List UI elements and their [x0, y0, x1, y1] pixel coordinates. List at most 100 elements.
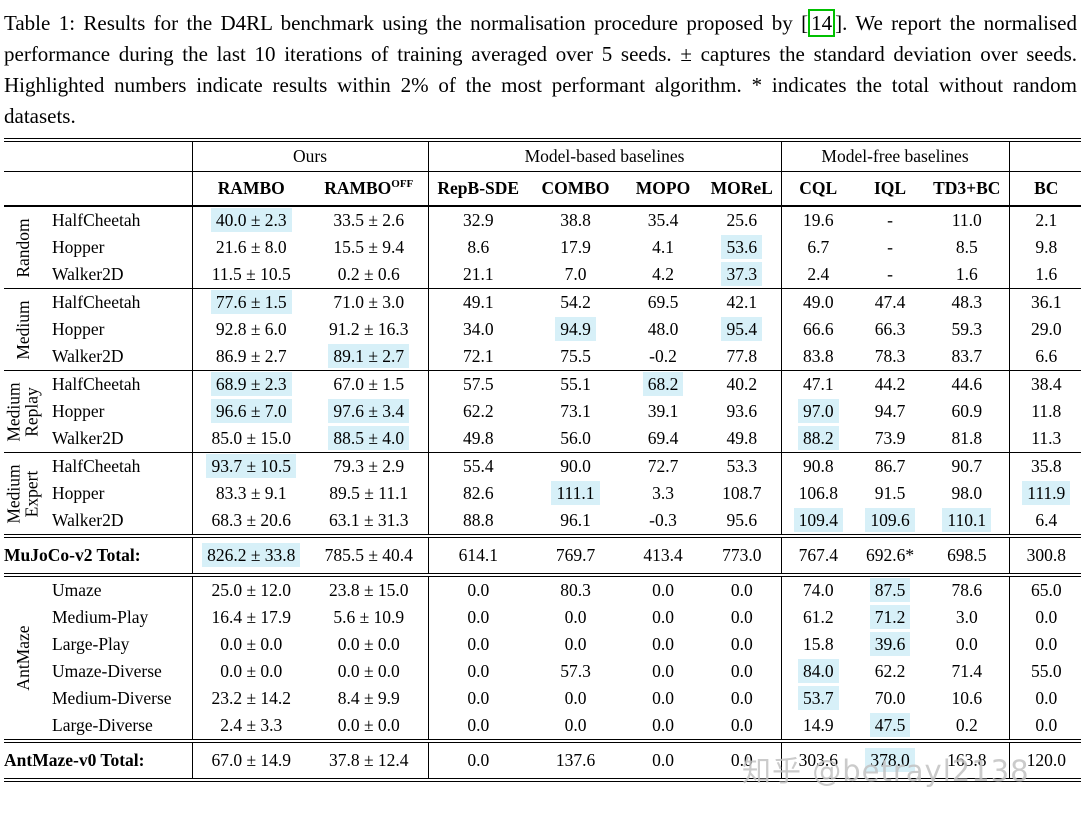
value: 120.0 [1026, 750, 1066, 770]
value-cell: 11.5 ± 10.5 [192, 261, 310, 289]
value-cell: 0.0 [1009, 685, 1081, 712]
value-cell: -0.3 [623, 507, 703, 536]
highlighted-value: 53.6 [721, 235, 763, 259]
value-cell: 83.3 ± 9.1 [192, 480, 310, 507]
value: 0.0 [467, 750, 490, 770]
value: 0.0 [564, 634, 587, 654]
value-cell: 111.1 [528, 480, 623, 507]
table-row: Medium Replay HalfCheetah 68.9 ± 2.3 67.0 ± … [4, 370, 1081, 453]
value-cell: 89.5 ± 11.1 [310, 480, 429, 507]
group-label-text: Medium [12, 299, 33, 360]
value-cell: 90.7 [925, 452, 1010, 480]
value: 769.7 [555, 545, 596, 565]
value: 79.3 ± 2.9 [333, 456, 405, 476]
value-cell: 55.1 [528, 370, 623, 398]
value: 2.4 [807, 264, 830, 284]
value: 83.3 ± 9.1 [215, 483, 287, 503]
value: 63.1 ± 31.3 [328, 510, 409, 530]
value: 14.9 [802, 715, 834, 735]
value: 692.6* [865, 545, 915, 565]
value: 49.8 [462, 428, 494, 448]
value: 0.0 ± 0.0 [220, 661, 283, 681]
value: 21.1 [462, 264, 494, 284]
value: 23.2 ± 14.2 [211, 688, 292, 708]
value-cell: 96.1 [528, 507, 623, 536]
value: 3.0 [955, 607, 978, 627]
value-cell: 0.0 ± 0.0 [192, 658, 310, 685]
value-cell: 40.0 ± 2.3 [192, 206, 310, 234]
value: 78.6 [951, 580, 983, 600]
value-cell: 0.0 [1009, 604, 1081, 631]
value: 49.1 [462, 292, 494, 312]
value-cell: 69.4 [623, 425, 703, 453]
value: 81.8 [951, 428, 983, 448]
table-row: Umaze-Diverse 0.0 ± 0.0 0.0 ± 0.0 0.0 57.3 0.… [4, 658, 1081, 685]
highlighted-value: 87.5 [869, 578, 911, 602]
citation-link[interactable]: 14 [808, 9, 836, 37]
column-header-bc: BC [1009, 171, 1081, 207]
value: 91.2 ± 16.3 [328, 319, 409, 339]
value-cell: 1.6 [1009, 261, 1081, 289]
value-cell: 73.1 [528, 398, 623, 425]
value: 44.2 [874, 374, 906, 394]
dataset-label: HalfCheetah [42, 452, 193, 480]
highlighted-value: 68.9 ± 2.3 [210, 372, 292, 396]
value: 90.0 [560, 456, 591, 476]
value-cell: 49.8 [703, 425, 782, 453]
value-cell: 79.3 ± 2.9 [310, 452, 429, 480]
highlighted-value: 47.5 [869, 713, 911, 737]
value: 21.6 ± 8.0 [215, 237, 287, 257]
value-cell: 2.4 ± 3.3 [192, 712, 310, 741]
value-cell: 300.8 [1009, 534, 1081, 577]
value: 83.7 [951, 346, 983, 366]
value: 0.0 [652, 688, 674, 708]
value: 0.0 [652, 580, 674, 600]
value-cell: 108.7 [703, 480, 782, 507]
value-cell: 0.0 [1009, 631, 1081, 658]
table-row: Hopper 83.3 ± 9.1 89.5 ± 11.1 82.6 111.1 3.3 1… [4, 480, 1081, 507]
table-row: Large-Diverse 2.4 ± 3.3 0.0 ± 0.0 0.0 0.0 0.0… [4, 712, 1081, 741]
value: 19.6 [802, 210, 834, 230]
value: 0.0 [467, 715, 490, 735]
total-label: MuJoCo-v2 Total: [4, 534, 193, 577]
dataset-label: Walker2D [42, 507, 193, 536]
value: 55.1 [560, 374, 591, 394]
value: 15.8 [802, 634, 834, 654]
dataset-label: Umaze [42, 575, 193, 604]
value: 86.7 [874, 456, 906, 476]
value-cell: 44.2 [855, 370, 926, 398]
value-cell: 0.0 [703, 739, 782, 782]
value-cell: 85.0 ± 15.0 [192, 425, 310, 453]
group-label-text: Random [12, 217, 33, 278]
value-cell: 93.7 ± 10.5 [192, 452, 310, 480]
highlighted-value: 109.6 [865, 508, 915, 532]
value-cell: 0.0 [623, 685, 703, 712]
value: 47.1 [802, 374, 834, 394]
value: 38.8 [560, 210, 591, 230]
value-cell: 692.6* [855, 534, 926, 577]
value: 413.4 [643, 545, 683, 565]
value-cell: 66.6 [781, 316, 855, 343]
value-cell: 0.0 [925, 631, 1010, 658]
highlighted-value: 94.9 [555, 317, 596, 341]
value: 80.3 [560, 580, 591, 600]
value-cell: 62.2 [855, 658, 925, 685]
value-cell: 44.6 [925, 370, 1010, 398]
value: 1.6 [1035, 264, 1058, 284]
value-cell: 413.4 [623, 534, 703, 577]
value: 32.9 [462, 210, 494, 230]
value-cell: 826.2 ± 33.8 [192, 534, 310, 577]
value-cell: 47.1 [781, 370, 856, 398]
dataset-label: Walker2D [42, 261, 193, 289]
dataset-label: HalfCheetah [42, 206, 193, 234]
value-cell: 0.0 [428, 658, 528, 685]
value-cell: 97.0 [781, 398, 855, 425]
value-cell: 68.2 [623, 370, 703, 398]
value-cell: 68.9 ± 2.3 [192, 370, 310, 398]
table-row: Medium-Diverse 23.2 ± 14.2 8.4 ± 9.9 0.0 0.0… [4, 685, 1081, 712]
value-cell: 111.9 [1009, 480, 1081, 507]
value: 71.4 [951, 661, 983, 681]
dataset-label: Medium-Diverse [42, 685, 193, 712]
group-label: Medium [4, 288, 42, 371]
value: 0.0 [467, 634, 490, 654]
